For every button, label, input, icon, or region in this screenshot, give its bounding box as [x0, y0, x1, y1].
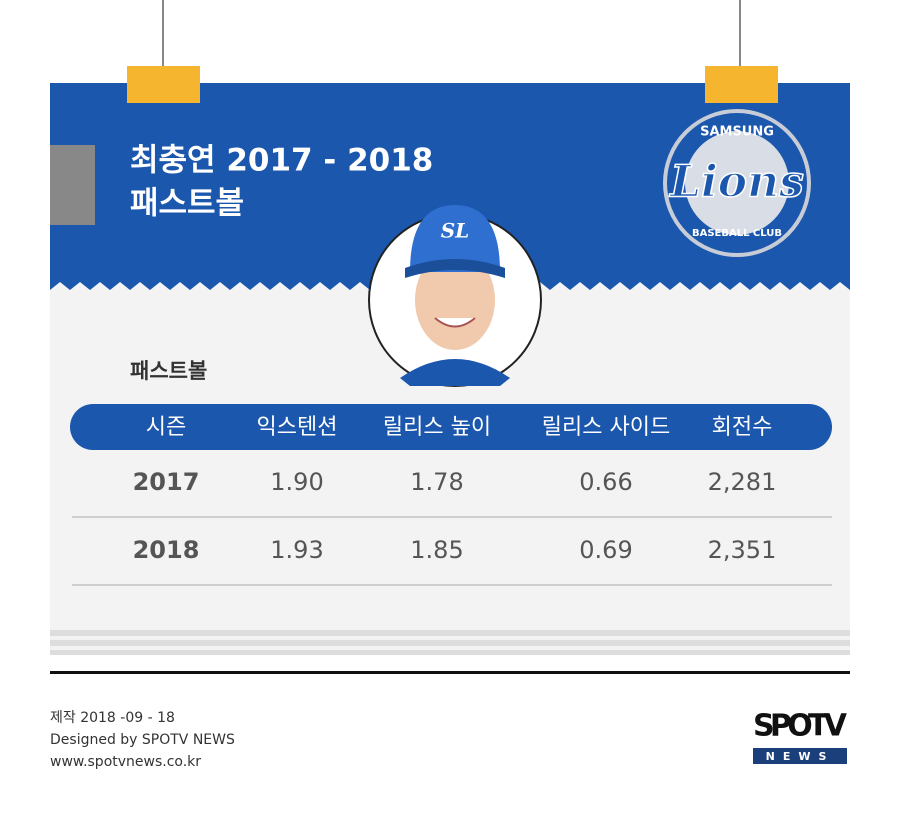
clip — [705, 66, 778, 103]
stripe — [50, 640, 850, 646]
column-header: 릴리스 높이 — [383, 415, 491, 440]
title: 최충연 2017 - 2018 — [130, 143, 433, 179]
logo-text: Lions — [668, 157, 804, 208]
footer-text: 제작 2018 -09 - 18 — [50, 710, 175, 726]
header-band — [50, 83, 850, 290]
logo-ball — [685, 131, 789, 235]
brand-bar — [753, 748, 847, 764]
jersey — [400, 359, 510, 386]
face — [415, 250, 495, 350]
cell: 1.93 — [270, 536, 323, 564]
column-header: 릴리스 사이드 — [542, 415, 670, 440]
accent-block — [50, 145, 95, 225]
cap-logo: SL — [441, 219, 470, 243]
footer-text: www.spotvnews.co.kr — [50, 754, 201, 770]
cell: 0.66 — [579, 468, 632, 496]
cap-bill — [405, 259, 505, 278]
stripe — [50, 650, 850, 655]
stripe — [50, 630, 850, 636]
brand-logo: NEWS — [766, 750, 835, 763]
footer-text: Designed by SPOTV NEWS — [50, 732, 235, 748]
cell: 1.85 — [410, 536, 463, 564]
brand-logo: SPOTV — [753, 709, 848, 744]
logo-text: BASEBALL CLUB — [692, 228, 782, 239]
row-header: 2017 — [133, 468, 200, 496]
zigzag — [50, 282, 390, 300]
team-logo: SAMSUNG Lions BASEBALL CLUB — [663, 109, 811, 257]
table-header — [70, 404, 832, 450]
title: 패스트볼 — [130, 186, 244, 222]
clip — [127, 66, 200, 103]
cell: 1.78 — [410, 468, 463, 496]
footer-rule — [50, 671, 850, 674]
row-header: 2018 — [133, 536, 200, 564]
column-header: 회전수 — [712, 415, 773, 440]
cap — [410, 205, 500, 272]
cell: 0.69 — [579, 536, 632, 564]
column-header: 시즌 — [146, 415, 186, 440]
player-photo: SL — [368, 205, 542, 387]
cell: 2,281 — [708, 468, 777, 496]
logo-text: SAMSUNG — [700, 125, 774, 140]
smile — [434, 317, 476, 328]
cell: 1.90 — [270, 468, 323, 496]
cell: 2,351 — [708, 536, 777, 564]
column-header: 익스텐션 — [257, 415, 338, 440]
section-label: 패스트볼 — [130, 359, 207, 383]
